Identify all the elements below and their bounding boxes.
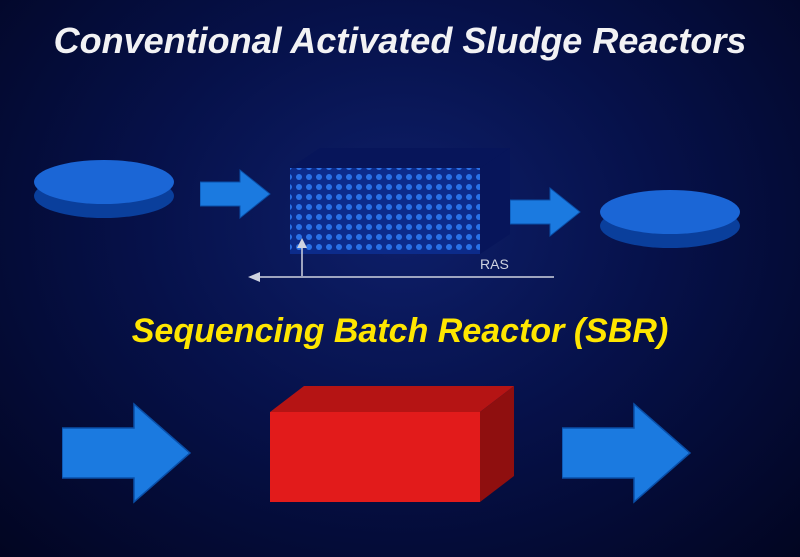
sbr-arrow-in xyxy=(62,400,192,506)
ras-up-arrow xyxy=(296,238,308,278)
disc-clarifier xyxy=(598,188,743,252)
sbr-arrow-out xyxy=(562,400,692,506)
ras-return-line xyxy=(246,270,556,284)
title-sbr: Sequencing Batch Reactor (SBR) xyxy=(0,312,800,351)
arrow-to-reactor xyxy=(200,168,272,220)
arrow-to-clarifier xyxy=(510,186,582,238)
sbr-reactor xyxy=(262,378,522,512)
disc-influent xyxy=(32,158,177,222)
aeration-reactor xyxy=(284,142,516,262)
title-conventional: Conventional Activated Sludge Reactors xyxy=(0,20,800,61)
